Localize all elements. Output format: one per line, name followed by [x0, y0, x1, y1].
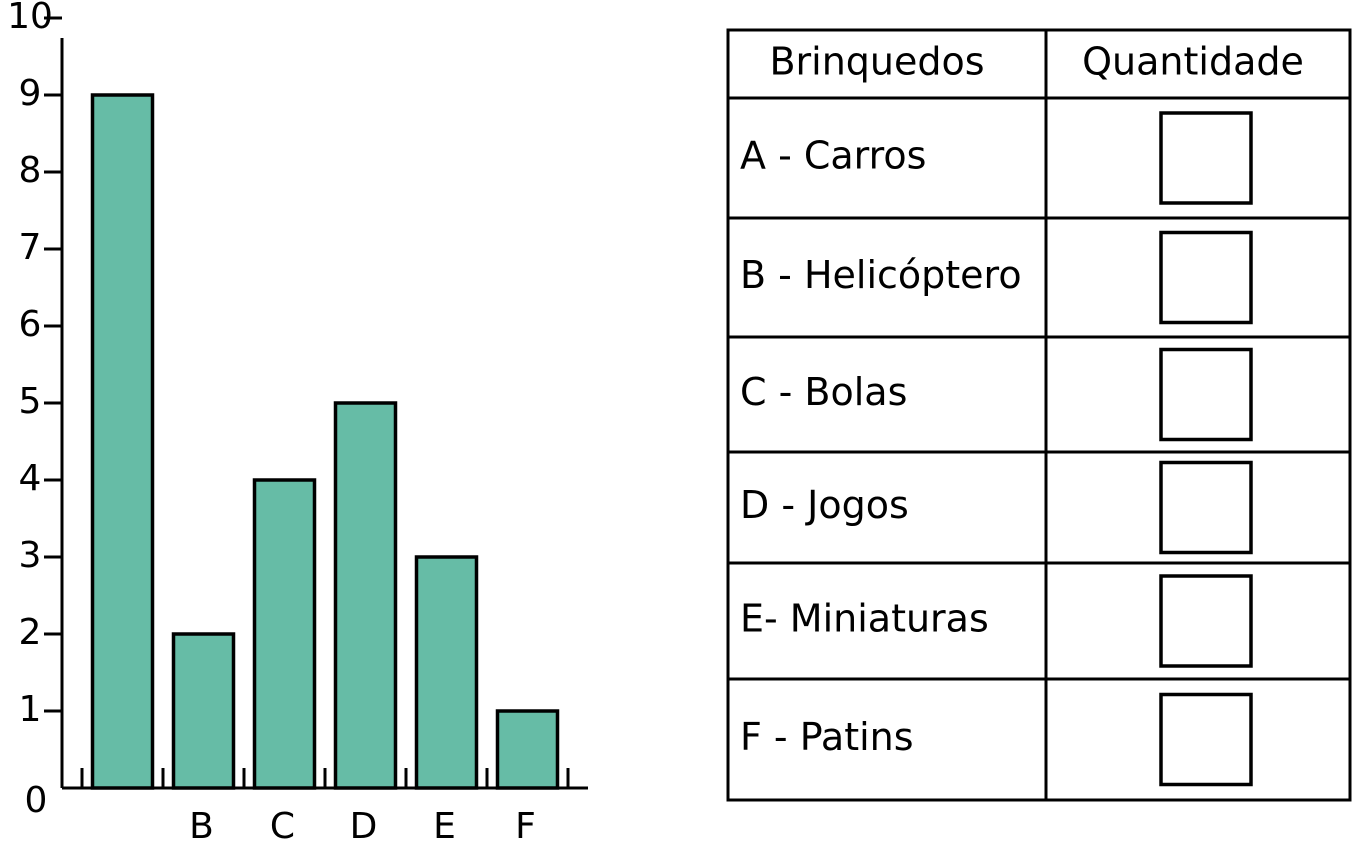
bar	[414, 555, 479, 790]
table-cell: C - Bolas	[740, 370, 907, 414]
x-tick-label: F	[515, 806, 536, 847]
y-tick-label: 7	[19, 227, 42, 268]
table-header: Brinquedos	[769, 40, 984, 84]
table-cell: F - Patins	[740, 715, 914, 759]
table-cell: A - Carros	[740, 134, 926, 178]
answer-box	[1159, 347, 1253, 442]
answer-box	[1159, 574, 1253, 668]
x-tick-label: D	[350, 806, 378, 847]
table: Brinquedos Quantidade A - Carros B - Helicó…	[726, 28, 1352, 802]
y-tick-label: 0	[25, 780, 48, 821]
y-tick-label: 8	[19, 150, 42, 191]
x-tick-label: B	[189, 806, 214, 847]
y-tick-label: 9	[19, 73, 42, 114]
table-cell: E- Miniaturas	[740, 597, 989, 641]
y-tick-label: 4	[19, 458, 42, 499]
x-tick-label: C	[270, 806, 295, 847]
bar	[171, 632, 236, 790]
table-cell: D - Jogos	[740, 483, 909, 527]
y-tick-label: 2	[19, 612, 42, 653]
bar	[495, 709, 560, 790]
table-cell: B - Helicóptero	[740, 253, 1022, 297]
answer-box	[1159, 111, 1253, 205]
answer-box	[1159, 460, 1253, 555]
table-header: Quantidade	[1082, 40, 1304, 84]
answer-box	[1159, 692, 1253, 787]
table-border	[726, 28, 1352, 802]
bar	[333, 401, 398, 790]
bar	[90, 93, 155, 790]
y-tick-label: 3	[19, 535, 42, 576]
answer-box	[1159, 230, 1253, 325]
x-tick-label: E	[433, 806, 456, 847]
y-tick-label: 6	[19, 304, 42, 345]
y-tick-label: 5	[19, 381, 42, 422]
y-tick-label: 1	[19, 689, 42, 730]
bar	[252, 478, 317, 790]
